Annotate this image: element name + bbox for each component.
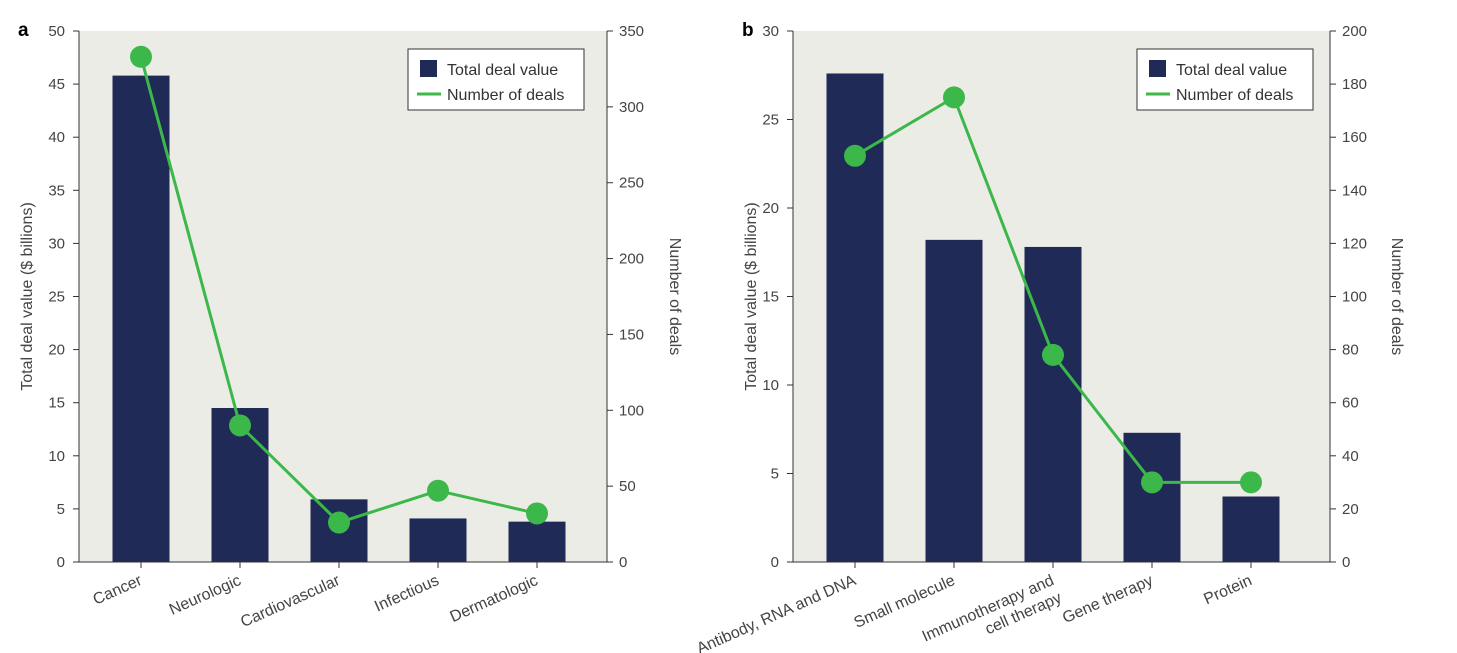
right-tick-label: 80 [1342,342,1359,359]
right-tick-label: 200 [619,251,644,268]
deals-point-1 [130,45,152,68]
left-tick-label: 5 [57,501,65,518]
bar-4 [1123,432,1181,562]
right-tick-label: 150 [619,326,644,343]
category-label: Dermatologic [448,572,541,626]
left-tick-label: 30 [762,23,779,40]
right-axis-title: Number of deals [666,238,683,355]
left-tick-label: 20 [762,200,779,217]
legend-label-total-deal-value: Total deal value [1176,62,1287,79]
legend-label-number-of-deals: Number of deals [447,87,564,104]
bar-5 [508,521,566,562]
category-label: Cardiovascular [238,572,343,631]
right-tick-label: 140 [1342,182,1367,199]
left-axis-title: Total deal value ($ billions) [743,202,760,391]
right-tick-label: 20 [1342,501,1359,518]
legend: Total deal value Number of deals [407,48,585,111]
deals-point-2 [943,86,965,109]
deals-point-4 [427,479,449,502]
legend-bar-swatch [420,60,437,77]
right-tick-label: 200 [1342,23,1367,40]
right-tick-label: 0 [1342,554,1350,571]
category-label: Protein [1201,572,1254,608]
left-tick-label: 10 [48,448,65,465]
right-tick-label: 40 [1342,448,1359,465]
left-tick-label: 25 [48,289,65,306]
legend-box [407,48,585,111]
right-tick-label: 50 [619,478,636,495]
left-tick-label: 0 [57,554,65,571]
category-label: Neurologic [167,572,244,619]
left-axis-title: Total deal value ($ billions) [19,202,36,391]
legend-box [1136,48,1314,111]
left-tick-label: 50 [48,23,65,40]
right-tick-label: 120 [1342,235,1367,252]
category-label-line: Protein [1201,572,1254,608]
right-tick-label: 100 [619,402,644,419]
bar-2 [925,239,983,563]
left-tick-label: 5 [771,466,779,483]
category-label: Antibody, RNA and DNA [694,572,859,653]
right-tick-label: 60 [1342,395,1359,412]
right-tick-label: 160 [1342,129,1367,146]
category-label: Cancer [91,572,146,609]
category-label-line: Gene therapy [1060,572,1155,627]
right-tick-label: 100 [1342,289,1367,306]
deals-point-3 [1042,343,1064,366]
deals-point-5 [526,502,548,525]
left-tick-label: 25 [762,112,779,129]
right-tick-label: 0 [619,554,627,571]
deals-point-3 [328,511,350,534]
deals-point-1 [844,144,866,167]
deals-point-4 [1141,471,1163,494]
category-label-line: Antibody, RNA and DNA [694,572,859,653]
deals-point-2 [229,414,251,437]
panel-letter: b [742,20,754,41]
left-tick-label: 0 [771,554,779,571]
bar-5 [1222,496,1280,562]
chart-panel-a: 0 5 10 15 20 25 30 35 40 45 50 0 50 100 150 200 250 300 35… [18,20,683,631]
category-label: Infectious [372,572,441,615]
bar-1 [112,75,170,562]
chart-panel-b: 0 5 10 15 20 25 30 0 20 40 60 80 100 120 140 160 180 200 A… [694,20,1405,653]
right-tick-label: 180 [1342,76,1367,93]
left-tick-label: 10 [762,377,779,394]
right-axis-title: Number of deals [1388,238,1405,355]
left-tick-label: 40 [48,129,65,146]
left-tick-label: 15 [762,289,779,306]
left-tick-label: 20 [48,342,65,359]
left-tick-label: 35 [48,182,65,199]
right-tick-label: 300 [619,99,644,116]
legend: Total deal value Number of deals [1136,48,1314,111]
legend-bar-swatch [1149,60,1166,77]
left-tick-label: 30 [48,235,65,252]
left-tick-label: 45 [48,76,65,93]
right-tick-label: 350 [619,23,644,40]
right-tick-label: 250 [619,175,644,192]
legend-label-total-deal-value: Total deal value [447,62,558,79]
bar-3 [1024,246,1082,562]
left-tick-label: 15 [48,395,65,412]
panel-letter: a [18,20,29,41]
category-label: Gene therapy [1060,572,1155,627]
bar-4 [409,518,467,562]
legend-label-number-of-deals: Number of deals [1176,87,1293,104]
deals-point-5 [1240,471,1262,494]
